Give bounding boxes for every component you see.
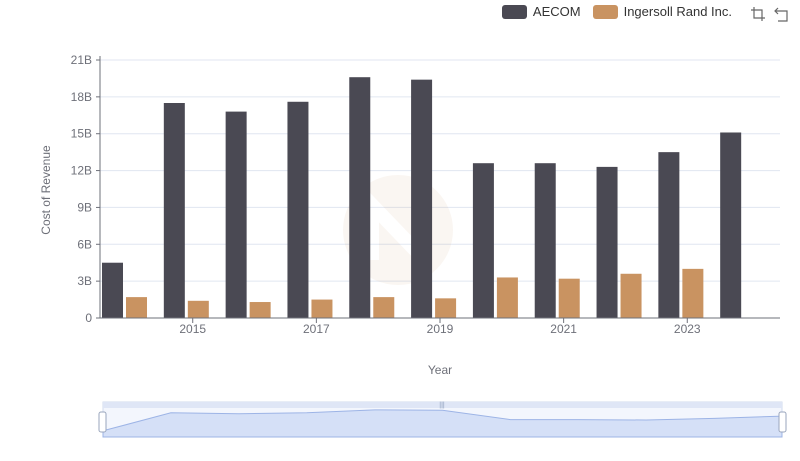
- bar-ingersoll-rand-inc--2020[interactable]: [496, 277, 518, 318]
- bar-aecom-2018[interactable]: [349, 77, 371, 318]
- legend-label-ingersoll: Ingersoll Rand Inc.: [623, 4, 732, 19]
- bar-ingersoll-rand-inc--2016[interactable]: [249, 302, 271, 318]
- bar-aecom-2020[interactable]: [472, 163, 494, 318]
- slider-handle-left[interactable]: [98, 411, 107, 433]
- bar-ingersoll-rand-inc--2014[interactable]: [126, 297, 147, 318]
- legend-swatch-aecom: [501, 4, 527, 19]
- bar-aecom-2024[interactable]: [720, 132, 742, 318]
- bar-aecom-2022[interactable]: [596, 166, 618, 318]
- x-tick-label: 2017: [303, 322, 330, 336]
- x-axis-title: Year: [428, 363, 452, 377]
- data-zoom-slider[interactable]: |||: [98, 401, 787, 438]
- x-tick-label: 2019: [427, 322, 454, 336]
- y-tick-label: 18B: [71, 90, 92, 104]
- y-axis-labels: 0 3B 6B 9B 12B 15B 18B 21B: [71, 53, 100, 325]
- slider-grip-icon[interactable]: |||: [439, 402, 445, 409]
- grid-lines: [100, 59, 780, 282]
- toolbox: [750, 6, 790, 22]
- y-axis-title: Cost of Revenue: [39, 145, 53, 235]
- bar-ingersoll-rand-inc--2018[interactable]: [373, 297, 395, 318]
- bar-ingersoll-rand-inc--2022[interactable]: [620, 273, 642, 318]
- bar-ingersoll-rand-inc--2023[interactable]: [682, 268, 704, 318]
- y-tick-label: 12B: [71, 164, 92, 178]
- bar-ingersoll-rand-inc--2021[interactable]: [558, 278, 580, 318]
- slider-preview-area: [102, 409, 783, 438]
- bar-ingersoll-rand-inc--2019[interactable]: [435, 298, 457, 318]
- y-tick-label: 3B: [77, 274, 92, 288]
- bar-aecom-2015[interactable]: [163, 103, 185, 318]
- bar-aecom-2016[interactable]: [225, 111, 247, 318]
- bars-group: [102, 77, 742, 319]
- y-tick-label: 0: [85, 311, 92, 325]
- y-tick-label: 6B: [77, 237, 92, 251]
- legend: AECOM Ingersoll Rand Inc.: [501, 4, 732, 19]
- bar-aecom-2021[interactable]: [534, 163, 556, 318]
- x-tick-label: 2015: [179, 322, 206, 336]
- y-tick-label: 9B: [77, 200, 92, 214]
- legend-swatch-ingersoll: [592, 4, 618, 19]
- legend-item-ingersoll[interactable]: Ingersoll Rand Inc.: [592, 4, 732, 19]
- bar-aecom-2019[interactable]: [411, 79, 433, 319]
- x-axis-labels: 2015 2017 2019 2021 2023: [179, 318, 701, 336]
- x-tick-label: 2023: [674, 322, 701, 336]
- slider-move-bar[interactable]: [103, 402, 782, 408]
- legend-label-aecom: AECOM: [532, 4, 581, 19]
- y-tick-label: 15B: [71, 127, 92, 141]
- legend-item-aecom[interactable]: AECOM: [501, 4, 581, 19]
- y-tick-label: 21B: [71, 53, 92, 67]
- zoom-icon[interactable]: [750, 6, 766, 22]
- bar-ingersoll-rand-inc--2017[interactable]: [311, 299, 333, 318]
- bar-aecom-2023[interactable]: [658, 152, 680, 318]
- bar-ingersoll-rand-inc--2015[interactable]: [187, 300, 209, 318]
- bar-aecom-2017[interactable]: [287, 101, 309, 319]
- x-tick-label: 2021: [550, 322, 577, 336]
- slider-handle-right[interactable]: [778, 411, 787, 433]
- bar-aecom-2014[interactable]: [102, 262, 123, 318]
- restore-icon[interactable]: [774, 6, 790, 22]
